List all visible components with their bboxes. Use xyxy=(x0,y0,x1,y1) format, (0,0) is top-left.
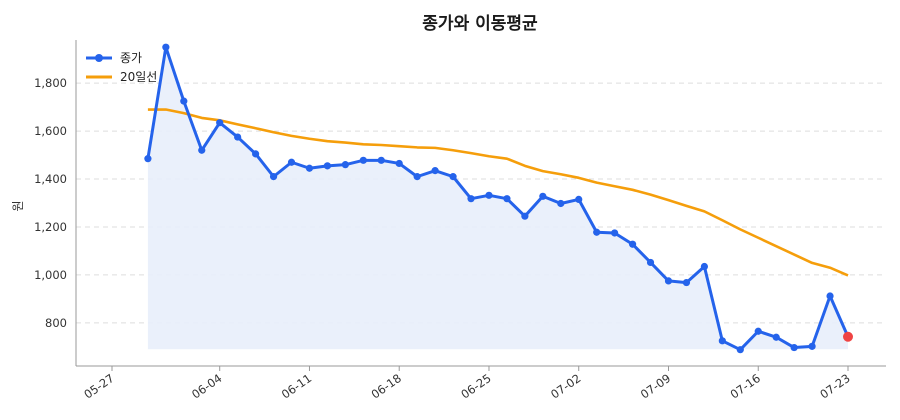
y-tick-label: 1,400 xyxy=(34,172,67,186)
y-tick-label: 1,000 xyxy=(34,268,67,282)
close-point xyxy=(216,119,224,127)
y-tick-label: 1,200 xyxy=(34,220,67,234)
legend: 종가 20일선 xyxy=(86,51,157,84)
close-point xyxy=(377,156,385,164)
close-point xyxy=(682,278,691,287)
close-point xyxy=(144,155,152,163)
legend-label-close: 종가 xyxy=(120,51,142,65)
close-point xyxy=(808,342,816,350)
close-point xyxy=(575,195,583,204)
close-point xyxy=(593,228,601,236)
close-point xyxy=(305,164,314,172)
x-tick-label: 07-09 xyxy=(638,371,673,402)
x-tick-label: 06-25 xyxy=(458,371,493,402)
y-tick-label: 1,600 xyxy=(34,124,67,138)
legend-marker-close xyxy=(95,54,103,62)
close-point xyxy=(359,156,367,164)
close-point xyxy=(162,43,170,51)
close-point xyxy=(341,161,349,169)
close-point xyxy=(323,162,332,170)
close-point xyxy=(628,240,637,248)
close-point xyxy=(754,327,762,335)
y-tick-label: 800 xyxy=(45,316,67,330)
close-point xyxy=(826,292,834,300)
x-tick-label: 07-23 xyxy=(817,371,852,402)
close-point xyxy=(413,173,421,181)
close-point xyxy=(395,159,403,168)
close-point xyxy=(287,158,296,166)
x-tick-label: 07-02 xyxy=(548,371,583,402)
x-tick-label: 06-18 xyxy=(369,371,404,402)
close-point xyxy=(736,346,744,354)
close-point xyxy=(646,258,655,267)
close-point xyxy=(467,195,475,203)
close-point xyxy=(772,333,780,341)
ma20-series-line xyxy=(147,108,849,277)
close-point xyxy=(431,167,439,175)
plot-area: 800 1,000 1,200 1,400 1,600 1,800 05-27 06-04 06… xyxy=(34,40,886,402)
x-tick-label: 06-11 xyxy=(279,371,314,402)
close-point xyxy=(449,173,457,181)
x-tick-label: 07-16 xyxy=(728,371,763,402)
close-point xyxy=(700,262,708,271)
y-tick-label: 1,800 xyxy=(34,76,67,90)
chart-title: 종가와 이동평균 xyxy=(422,14,538,34)
close-point xyxy=(198,146,206,154)
y-axis-label: 원 xyxy=(11,200,25,211)
close-point xyxy=(180,97,188,105)
close-point xyxy=(234,133,242,141)
close-point xyxy=(521,212,529,220)
close-point xyxy=(557,199,565,208)
x-tick-label: 06-04 xyxy=(189,371,224,402)
last-close-point xyxy=(843,331,853,342)
close-point xyxy=(269,173,278,181)
close-point xyxy=(611,229,619,237)
close-point xyxy=(790,343,798,352)
close-point xyxy=(718,337,726,345)
close-point xyxy=(503,195,511,203)
close-point xyxy=(252,150,260,158)
close-point xyxy=(485,191,493,199)
legend-label-ma20: 20일선 xyxy=(120,70,157,84)
close-series-line xyxy=(146,45,850,352)
close-point xyxy=(664,277,673,285)
close-point xyxy=(539,192,547,200)
x-tick-label: 05-27 xyxy=(81,371,116,402)
